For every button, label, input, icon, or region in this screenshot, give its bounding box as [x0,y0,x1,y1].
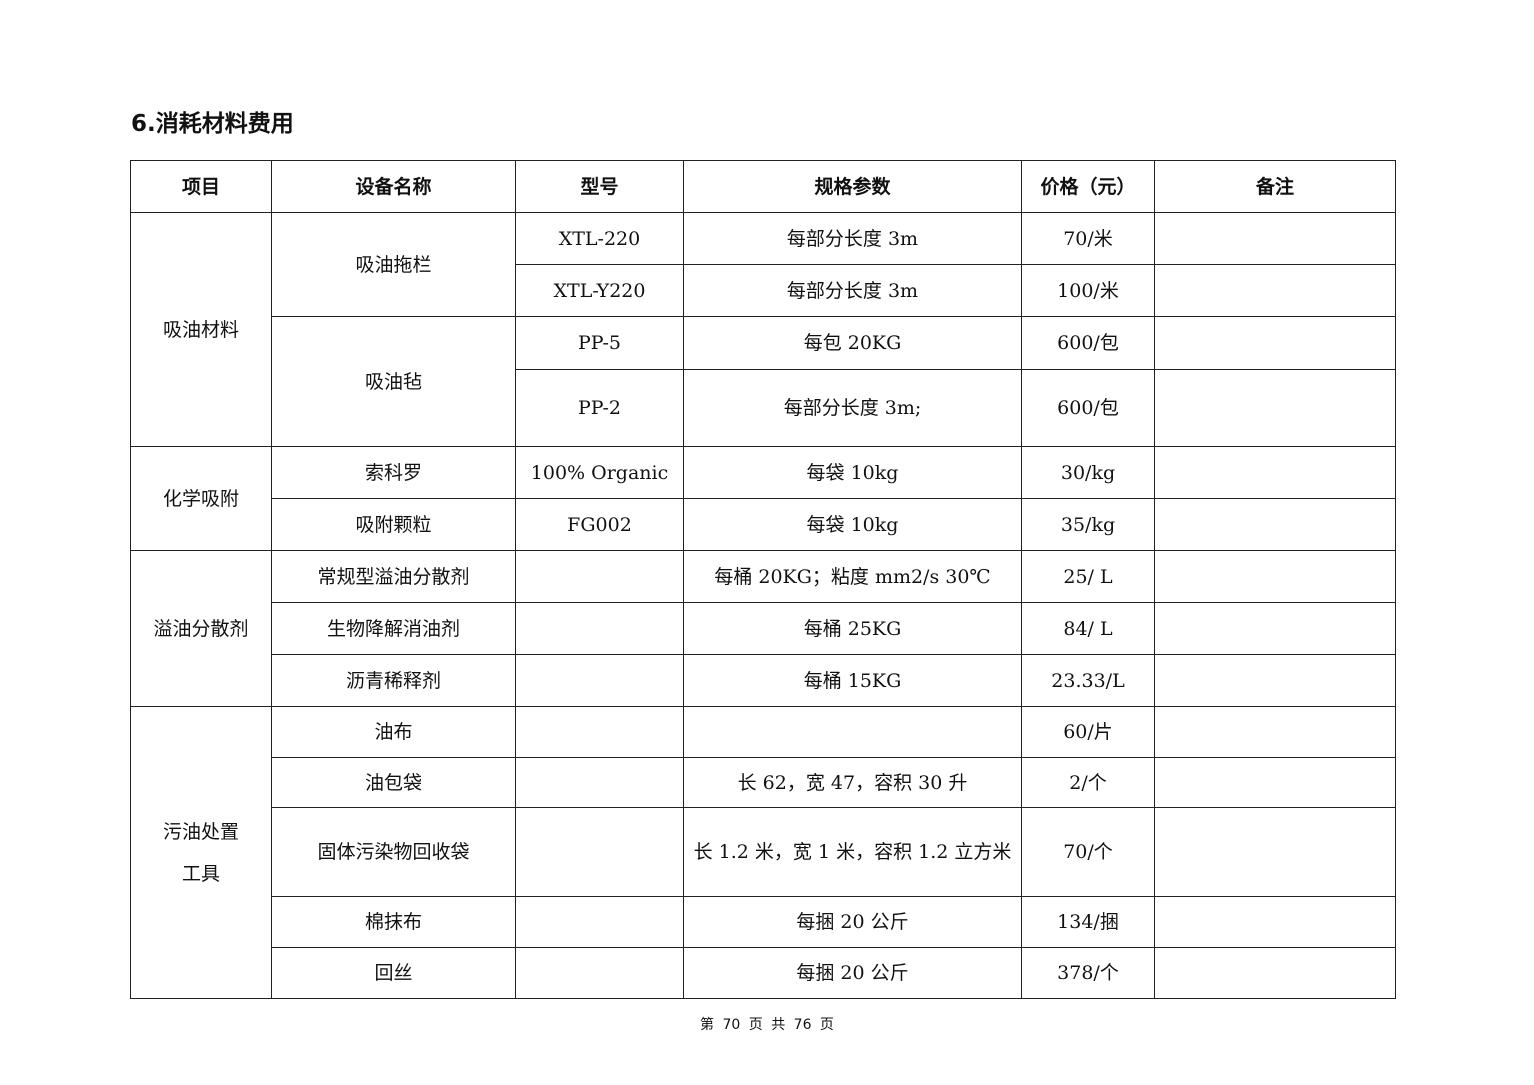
table-row: XTL-Y220 每部分长度 3m 100/米 [131,264,1396,317]
table-row: 棉抹布 每捆 20 公斤 134/捆 [131,896,1396,948]
note-cell [1154,706,1396,758]
table-row: 化学吸附 索科罗 100% Organic 每袋 10kg 30/kg [130,446,1396,551]
spec-cell: 每捆 20 公斤 [683,947,1022,999]
note-cell [1154,602,1396,655]
header-note: 备注 [1154,160,1396,213]
table-row: 溢油分散剂 常规型溢油分散剂 每桶 20KG；粘度 mm2/s 30℃ 25/ … [130,550,1396,707]
header-name: 设备名称 [271,160,516,213]
category-cell: 化学吸附 [130,446,272,551]
spec-cell: 每部分长度 3m [683,264,1022,317]
table-row: 污油处置 工具 油布 60/片 [130,706,1396,999]
price-cell: 600/包 [1021,369,1155,447]
name-cell: 常规型溢油分散剂 [271,550,516,603]
price-cell: 60/片 [1021,706,1155,758]
consumables-cost-table: 项目 设备名称 型号 规格参数 价格（元） 备注 吸油材料 吸油拖栏 XTL-2… [130,160,1396,999]
category-cell: 溢油分散剂 [130,550,272,707]
price-cell: 84/ L [1021,602,1155,655]
name-cell: 吸油毡 [271,316,516,447]
spec-cell: 每袋 10kg [683,446,1022,499]
model-cell [515,706,684,758]
price-cell: 134/捆 [1021,896,1155,948]
spec-cell: 每袋 10kg [683,498,1022,551]
spec-cell: 每桶 25KG [683,602,1022,655]
note-cell [1154,896,1396,948]
name-cell: 油布 [271,706,516,758]
note-cell [1154,316,1396,370]
table-row: 回丝 每捆 20 公斤 378/个 [131,947,1396,999]
note-cell [1154,369,1396,447]
spec-cell [683,706,1022,758]
note-cell [1154,264,1396,317]
name-cell: 生物降解消油剂 [271,602,516,655]
name-cell: 沥青稀释剂 [271,654,516,707]
model-cell: PP-2 [515,369,684,447]
name-cell: 油包袋 [271,757,516,808]
price-cell: 100/米 [1021,264,1155,317]
page-footer: 第 70 页 共 76 页 [700,1017,834,1033]
header-category: 项目 [130,160,272,213]
model-cell [515,550,684,603]
header-spec: 规格参数 [683,160,1022,213]
spec-cell: 每桶 15KG [683,654,1022,707]
model-cell [515,654,684,707]
note-cell [1154,550,1396,603]
note-cell [1154,654,1396,707]
model-cell [515,947,684,999]
price-cell: 70/米 [1021,212,1155,265]
spec-cell: 每包 20KG [683,316,1022,370]
name-cell: 回丝 [271,947,516,999]
model-cell [515,896,684,948]
note-cell [1154,757,1396,808]
spec-cell: 长 1.2 米，宽 1 米，容积 1.2 立方米 [683,807,1022,897]
table-row: 吸油毡 PP-5 每包 20KG 600/包 [131,316,1396,447]
note-cell [1154,807,1396,897]
price-cell: 2/个 [1021,757,1155,808]
price-cell: 23.33/L [1021,654,1155,707]
model-cell: PP-5 [515,316,684,370]
note-cell [1154,498,1396,551]
note-cell [1154,446,1396,499]
price-cell: 70/个 [1021,807,1155,897]
price-cell: 600/包 [1021,316,1155,370]
spec-cell: 每部分长度 3m [683,212,1022,265]
name-cell: 棉抹布 [271,896,516,948]
model-cell [515,757,684,808]
price-cell: 30/kg [1021,446,1155,499]
header-price: 价格（元） [1021,160,1155,213]
header-model: 型号 [515,160,684,213]
name-cell: 固体污染物回收袋 [271,807,516,897]
model-cell [515,602,684,655]
price-cell: 35/kg [1021,498,1155,551]
name-cell: 吸油拖栏 [271,212,516,317]
table-row: 吸附颗粒 FG002 每袋 10kg 35/kg [131,498,1396,551]
table-row: 吸油材料 吸油拖栏 XTL-220 每部分长度 3m 70/米 [130,212,1396,447]
table-row: PP-2 每部分长度 3m; 600/包 [131,369,1396,447]
spec-cell: 每捆 20 公斤 [683,896,1022,948]
name-cell: 索科罗 [271,446,516,499]
spec-cell: 每桶 20KG；粘度 mm2/s 30℃ [683,550,1022,603]
table-row: 沥青稀释剂 每桶 15KG 23.33/L [131,654,1396,707]
price-cell: 25/ L [1021,550,1155,603]
note-cell [1154,212,1396,265]
model-cell: FG002 [515,498,684,551]
category-cell: 污油处置 工具 [130,706,272,999]
header-row: 项目 设备名称 型号 规格参数 价格（元） 备注 [130,160,1396,213]
model-cell [515,807,684,897]
table-row: 固体污染物回收袋 长 1.2 米，宽 1 米，容积 1.2 立方米 70/个 [131,807,1396,897]
table-row: 生物降解消油剂 每桶 25KG 84/ L [131,602,1396,655]
model-cell: XTL-Y220 [515,264,684,317]
model-cell: XTL-220 [515,212,684,265]
category-line: 工具 [181,862,220,885]
category-cell: 吸油材料 [130,212,272,447]
category-line: 污油处置 [162,820,239,843]
note-cell [1154,947,1396,999]
model-cell: 100% Organic [515,446,684,499]
name-cell: 吸附颗粒 [271,498,516,551]
spec-cell: 长 62，宽 47，容积 30 升 [683,757,1022,808]
table-row: 油包袋 长 62，宽 47，容积 30 升 2/个 [131,757,1396,808]
spec-cell: 每部分长度 3m; [683,369,1022,447]
section-heading: 6.消耗材料费用 [131,111,294,137]
price-cell: 378/个 [1021,947,1155,999]
